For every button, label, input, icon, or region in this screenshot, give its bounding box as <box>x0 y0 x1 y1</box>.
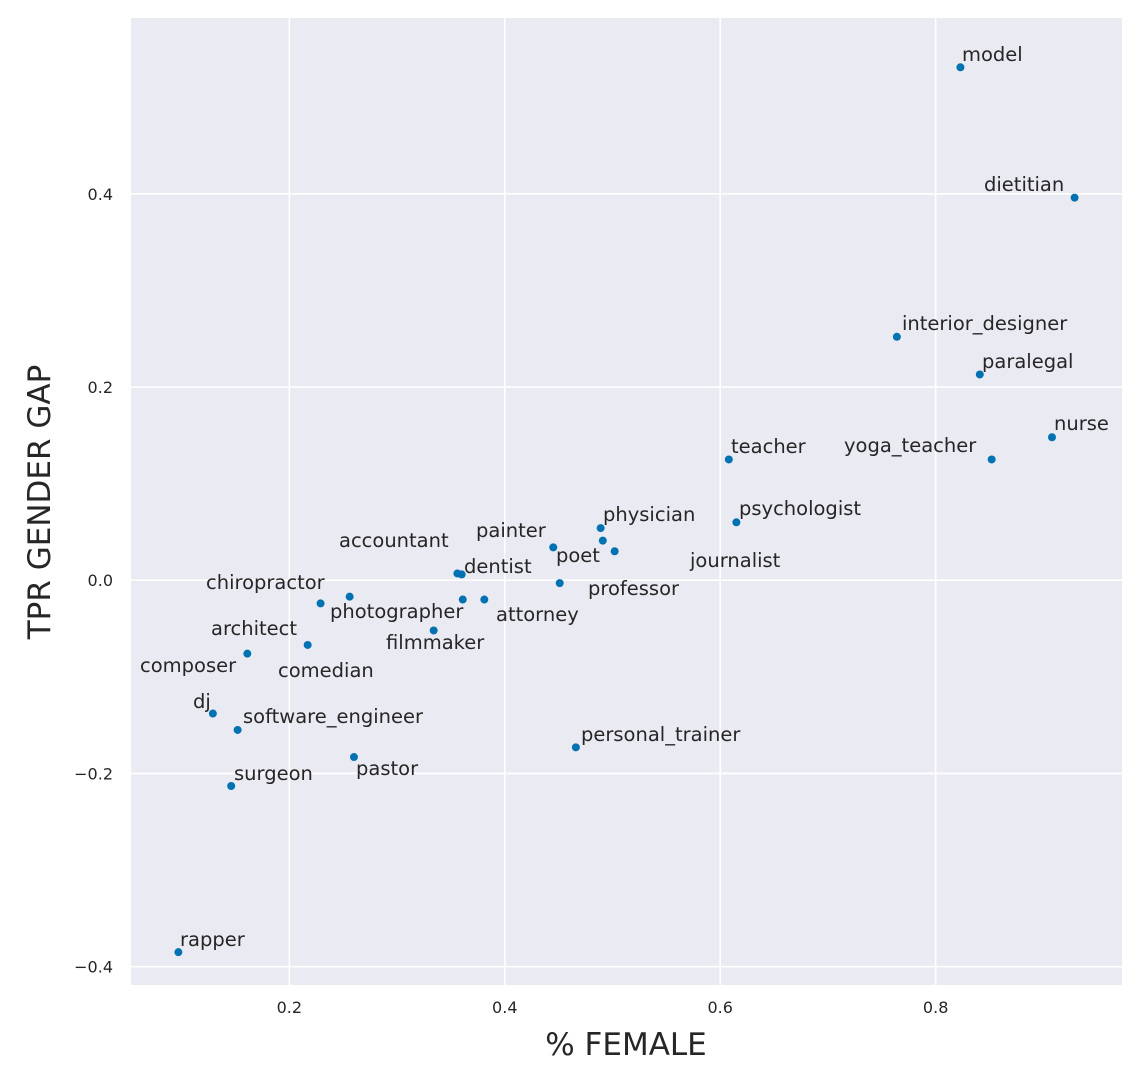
data-point-pastor <box>349 753 358 762</box>
data-point-dietitian <box>1070 193 1079 202</box>
data-point-surgeon <box>227 781 236 790</box>
data-point-interior_designer <box>892 332 901 341</box>
x-tick-label: 0.6 <box>707 998 732 1017</box>
point-label-physician: physician <box>603 503 695 526</box>
data-point-comedian <box>303 640 312 649</box>
x-tick-label: 0.2 <box>277 998 302 1017</box>
data-point-composer <box>243 649 252 658</box>
data-point-personal_trainer <box>571 743 580 752</box>
grid <box>131 18 1122 985</box>
point-labels: model dietitian interior_designer paralegal… <box>140 43 1109 951</box>
point-label-filmmaker: filmmaker <box>386 631 485 654</box>
y-tick-label: 0.0 <box>88 571 113 590</box>
point-label-psychologist: psychologist <box>739 497 861 520</box>
data-point-painter <box>549 543 558 552</box>
point-label-software_engineer: software_engineer <box>243 705 424 728</box>
data-point-chiropractor <box>345 592 354 601</box>
point-label-model: model <box>962 43 1023 66</box>
point-label-comedian: comedian <box>278 659 374 682</box>
point-label-personal_trainer: personal_trainer <box>581 723 741 746</box>
data-point-software_engineer <box>233 725 242 734</box>
data-point-psychologist <box>732 518 741 527</box>
point-label-photographer: photographer <box>330 600 464 623</box>
point-label-attorney: attorney <box>496 603 579 626</box>
y-axis-label: TPR GENDER GAP <box>22 365 58 641</box>
point-label-journalist: journalist <box>689 549 781 572</box>
data-point-physician <box>596 524 605 533</box>
data-point-professor <box>555 579 564 588</box>
point-label-surgeon: surgeon <box>234 762 313 785</box>
data-point-dentist <box>457 570 466 579</box>
point-label-architect: architect <box>211 617 297 640</box>
data-point-model <box>956 63 965 72</box>
point-label-painter: painter <box>476 519 547 542</box>
data-point-poet <box>598 536 607 545</box>
data-point-filmmaker <box>429 626 438 635</box>
point-label-rapper: rapper <box>180 928 246 951</box>
point-label-dj: dj <box>193 690 211 713</box>
x-tick-label: 0.8 <box>923 998 948 1017</box>
data-point-architect <box>316 599 325 608</box>
point-label-paralegal: paralegal <box>982 350 1073 373</box>
y-tick-label: −0.4 <box>74 958 113 977</box>
point-label-composer: composer <box>140 654 237 677</box>
x-axis-label: % FEMALE <box>545 1027 707 1063</box>
point-label-accountant: accountant <box>339 529 449 552</box>
data-point-journalist <box>610 547 619 556</box>
y-tick-label: 0.4 <box>88 185 113 204</box>
point-label-interior_designer: interior_designer <box>902 312 1068 335</box>
data-point-rapper <box>174 948 183 957</box>
point-label-dietitian: dietitian <box>984 173 1064 196</box>
y-tick-label: −0.2 <box>74 764 113 783</box>
data-point-photographer <box>458 595 467 604</box>
points <box>174 63 1079 957</box>
point-label-teacher: teacher <box>731 435 807 458</box>
point-label-chiropractor: chiropractor <box>206 571 326 594</box>
data-point-yoga_teacher <box>987 455 996 464</box>
point-label-dentist: dentist <box>464 555 532 578</box>
ticks: 0.2 0.4 0.6 0.8 −0.4 −0.2 0.0 0.2 0.4 <box>74 185 948 1017</box>
point-label-pastor: pastor <box>356 757 419 780</box>
data-point-dj <box>208 709 217 718</box>
y-tick-label: 0.2 <box>88 378 113 397</box>
data-point-attorney <box>480 595 489 604</box>
plot-area <box>131 18 1122 985</box>
point-label-nurse: nurse <box>1054 412 1109 435</box>
x-tick-label: 0.4 <box>492 998 517 1017</box>
point-label-professor: professor <box>588 577 680 600</box>
data-point-nurse <box>1047 433 1056 442</box>
point-label-yoga_teacher: yoga_teacher <box>844 434 977 457</box>
data-point-teacher <box>724 455 733 464</box>
point-label-poet: poet <box>556 544 600 567</box>
data-point-paralegal <box>975 370 984 379</box>
